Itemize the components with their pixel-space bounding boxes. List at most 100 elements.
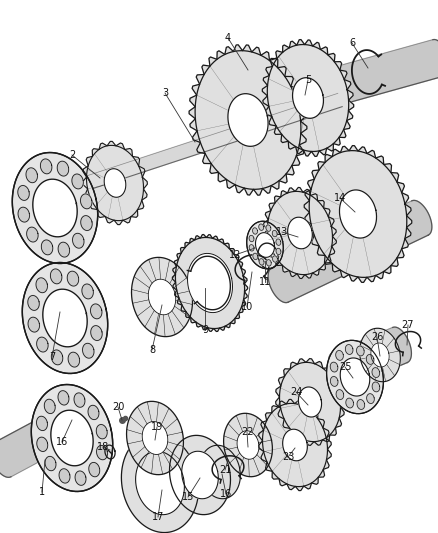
Text: 8: 8 [149,345,155,355]
Polygon shape [36,416,47,431]
Polygon shape [148,279,176,315]
Polygon shape [81,216,92,230]
Polygon shape [49,413,70,447]
Text: 17: 17 [152,512,164,522]
Polygon shape [28,295,39,310]
Text: 22: 22 [241,427,253,437]
Polygon shape [73,233,84,248]
Polygon shape [340,358,370,396]
Polygon shape [259,399,331,490]
Polygon shape [88,405,99,419]
Polygon shape [333,327,407,387]
Polygon shape [272,256,277,262]
Polygon shape [357,346,364,356]
Polygon shape [121,433,198,532]
Polygon shape [304,146,412,282]
Polygon shape [366,354,374,365]
Text: 9: 9 [202,325,208,335]
Text: 10: 10 [241,302,253,312]
Polygon shape [372,382,380,392]
Polygon shape [96,424,107,439]
Polygon shape [272,230,277,237]
Polygon shape [81,194,92,209]
Polygon shape [173,235,247,332]
Polygon shape [357,400,365,409]
Text: 4: 4 [225,33,231,43]
Polygon shape [253,228,258,234]
Polygon shape [228,94,268,147]
Polygon shape [262,403,328,487]
Polygon shape [266,225,271,231]
Polygon shape [36,278,47,293]
Polygon shape [82,284,93,299]
Polygon shape [33,179,77,237]
Polygon shape [22,263,108,374]
Polygon shape [26,168,38,183]
Polygon shape [127,401,184,475]
Polygon shape [330,362,338,372]
Polygon shape [82,343,94,358]
Polygon shape [27,227,38,242]
Polygon shape [31,384,113,491]
Polygon shape [268,268,288,303]
Polygon shape [18,185,29,200]
Polygon shape [12,152,98,263]
Polygon shape [371,343,389,367]
Polygon shape [249,236,254,242]
Polygon shape [276,359,344,446]
Polygon shape [58,242,70,257]
Text: 11: 11 [259,277,271,287]
Polygon shape [279,362,340,442]
Polygon shape [269,84,285,120]
Polygon shape [51,350,63,365]
Polygon shape [237,431,259,459]
Polygon shape [91,304,102,319]
Polygon shape [360,328,400,382]
Text: 13: 13 [276,227,288,237]
Polygon shape [272,201,428,302]
Polygon shape [57,161,69,176]
Polygon shape [298,387,321,417]
Polygon shape [275,39,438,120]
Polygon shape [259,259,264,265]
Polygon shape [339,190,377,238]
Polygon shape [18,207,29,222]
Polygon shape [247,221,283,269]
Polygon shape [433,39,438,76]
Polygon shape [345,344,353,354]
Polygon shape [262,39,354,156]
Polygon shape [268,191,332,274]
Polygon shape [328,352,347,388]
Text: 20: 20 [112,402,124,412]
Polygon shape [44,399,55,414]
Text: 5: 5 [305,75,311,85]
Polygon shape [336,351,343,360]
Text: 12: 12 [229,250,241,260]
Text: 27: 27 [402,320,414,330]
Polygon shape [175,238,244,328]
Polygon shape [187,253,233,312]
Polygon shape [195,51,301,189]
Polygon shape [91,326,102,341]
Text: 26: 26 [371,332,383,342]
Polygon shape [43,289,87,347]
Polygon shape [346,398,353,408]
Text: 25: 25 [339,362,351,372]
Polygon shape [170,435,230,515]
Polygon shape [131,257,192,337]
Polygon shape [72,174,83,189]
Text: 3: 3 [162,88,168,98]
Polygon shape [104,169,126,197]
Text: 23: 23 [282,452,294,462]
Polygon shape [266,260,271,266]
Polygon shape [200,445,240,499]
Polygon shape [393,327,411,362]
Polygon shape [264,188,336,279]
Polygon shape [336,390,344,400]
Polygon shape [255,232,275,257]
Polygon shape [68,352,80,367]
Polygon shape [50,269,62,284]
Polygon shape [58,391,69,405]
Text: 18: 18 [97,442,109,452]
Polygon shape [41,240,53,255]
